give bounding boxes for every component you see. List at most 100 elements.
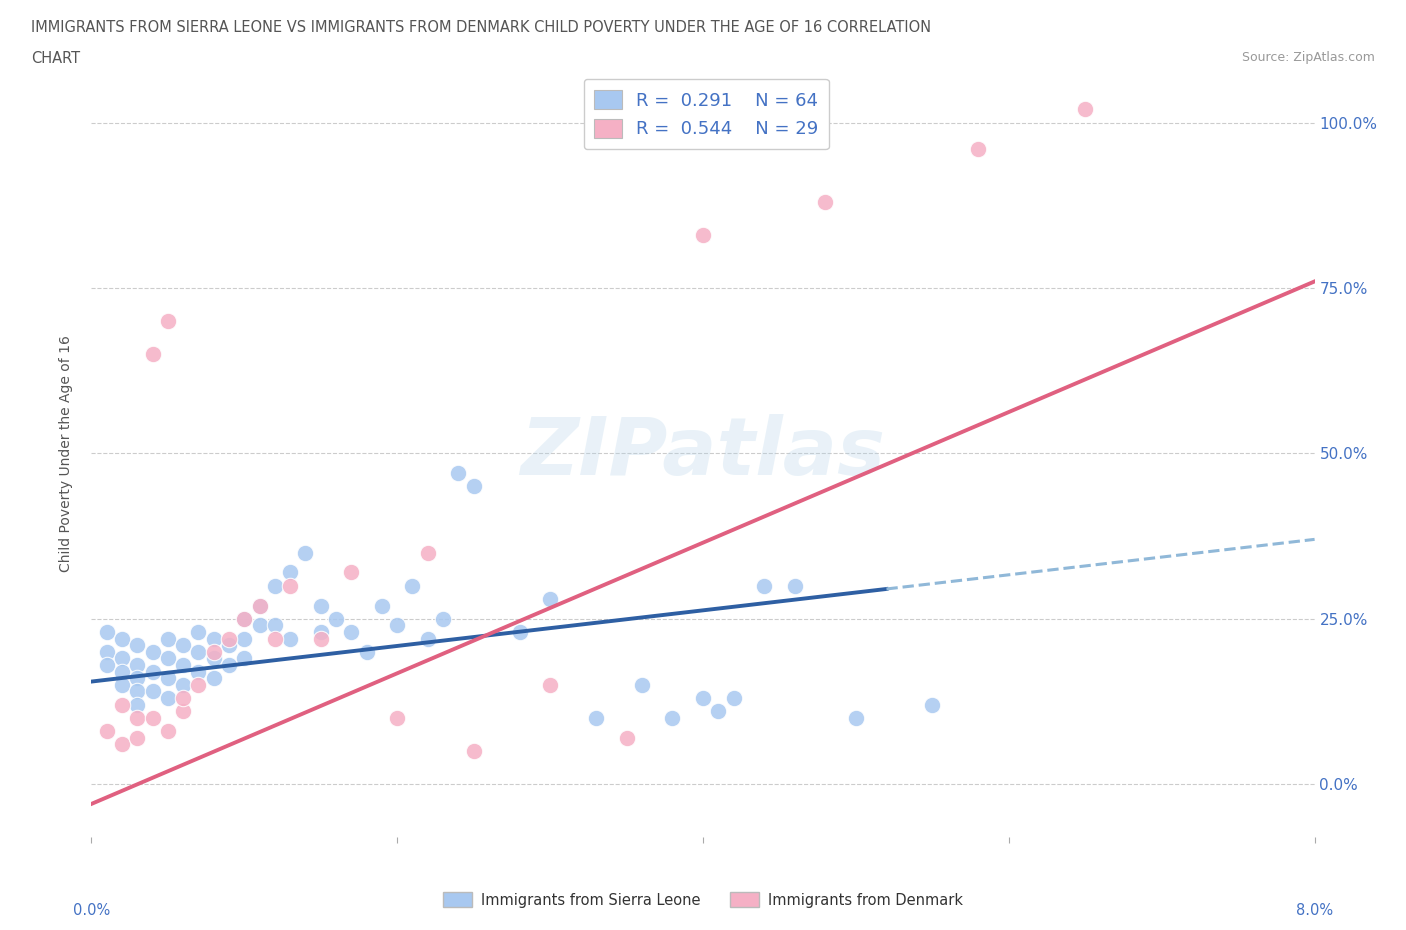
- Point: [96, 724, 118, 738]
- Point: [447, 466, 470, 481]
- Text: CHART: CHART: [31, 51, 80, 66]
- Point: [585, 711, 607, 725]
- Point: [278, 631, 301, 646]
- Point: [538, 591, 561, 606]
- Point: [692, 228, 714, 243]
- Point: [127, 638, 149, 653]
- Point: [967, 141, 990, 156]
- Point: [156, 651, 179, 666]
- Point: [218, 658, 240, 672]
- Point: [156, 671, 179, 685]
- Point: [356, 644, 378, 659]
- Point: [156, 691, 179, 706]
- Point: [111, 737, 134, 751]
- Point: [96, 644, 118, 659]
- Point: [249, 598, 271, 613]
- Point: [921, 698, 943, 712]
- Point: [96, 658, 118, 672]
- Point: [616, 730, 638, 745]
- Point: [249, 598, 271, 613]
- Point: [264, 578, 287, 593]
- Point: [218, 638, 240, 653]
- Point: [127, 684, 149, 699]
- Point: [783, 578, 806, 593]
- Point: [707, 704, 730, 719]
- Point: [249, 618, 271, 632]
- Point: [814, 194, 837, 209]
- Text: Source: ZipAtlas.com: Source: ZipAtlas.com: [1241, 51, 1375, 64]
- Point: [233, 651, 256, 666]
- Point: [111, 677, 134, 692]
- Point: [509, 625, 531, 640]
- Point: [127, 698, 149, 712]
- Legend: Immigrants from Sierra Leone, Immigrants from Denmark: Immigrants from Sierra Leone, Immigrants…: [437, 886, 969, 913]
- Point: [127, 658, 149, 672]
- Point: [111, 698, 134, 712]
- Point: [111, 664, 134, 679]
- Point: [141, 644, 163, 659]
- Point: [127, 711, 149, 725]
- Point: [141, 684, 163, 699]
- Point: [264, 631, 287, 646]
- Point: [202, 644, 225, 659]
- Point: [278, 578, 301, 593]
- Point: [187, 664, 209, 679]
- Point: [692, 691, 714, 706]
- Text: ZIPatlas: ZIPatlas: [520, 415, 886, 492]
- Point: [96, 625, 118, 640]
- Point: [1074, 102, 1097, 117]
- Text: 8.0%: 8.0%: [1296, 903, 1333, 918]
- Point: [172, 691, 194, 706]
- Point: [218, 631, 240, 646]
- Point: [187, 644, 209, 659]
- Point: [141, 347, 163, 362]
- Point: [385, 618, 409, 632]
- Point: [233, 611, 256, 626]
- Point: [309, 598, 332, 613]
- Point: [187, 677, 209, 692]
- Point: [127, 671, 149, 685]
- Point: [141, 664, 163, 679]
- Point: [463, 479, 485, 494]
- Point: [371, 598, 394, 613]
- Point: [202, 671, 225, 685]
- Point: [463, 744, 485, 759]
- Point: [156, 724, 179, 738]
- Point: [538, 677, 561, 692]
- Point: [111, 651, 134, 666]
- Point: [630, 677, 652, 692]
- Point: [172, 704, 194, 719]
- Point: [278, 565, 301, 580]
- Point: [416, 545, 439, 560]
- Point: [172, 638, 194, 653]
- Point: [111, 631, 134, 646]
- Y-axis label: Child Poverty Under the Age of 16: Child Poverty Under the Age of 16: [59, 335, 73, 572]
- Point: [845, 711, 868, 725]
- Point: [172, 677, 194, 692]
- Point: [233, 631, 256, 646]
- Point: [141, 711, 163, 725]
- Point: [187, 625, 209, 640]
- Text: IMMIGRANTS FROM SIERRA LEONE VS IMMIGRANTS FROM DENMARK CHILD POVERTY UNDER THE : IMMIGRANTS FROM SIERRA LEONE VS IMMIGRAN…: [31, 20, 931, 35]
- Point: [723, 691, 745, 706]
- Point: [294, 545, 316, 560]
- Point: [401, 578, 423, 593]
- Point: [233, 611, 256, 626]
- Point: [340, 565, 363, 580]
- Point: [127, 730, 149, 745]
- Point: [661, 711, 683, 725]
- Point: [172, 658, 194, 672]
- Point: [385, 711, 409, 725]
- Point: [325, 611, 347, 626]
- Point: [156, 631, 179, 646]
- Point: [309, 631, 332, 646]
- Point: [309, 625, 332, 640]
- Point: [202, 631, 225, 646]
- Point: [202, 651, 225, 666]
- Point: [416, 631, 439, 646]
- Text: 0.0%: 0.0%: [73, 903, 110, 918]
- Point: [432, 611, 454, 626]
- Point: [340, 625, 363, 640]
- Point: [264, 618, 287, 632]
- Point: [156, 313, 179, 328]
